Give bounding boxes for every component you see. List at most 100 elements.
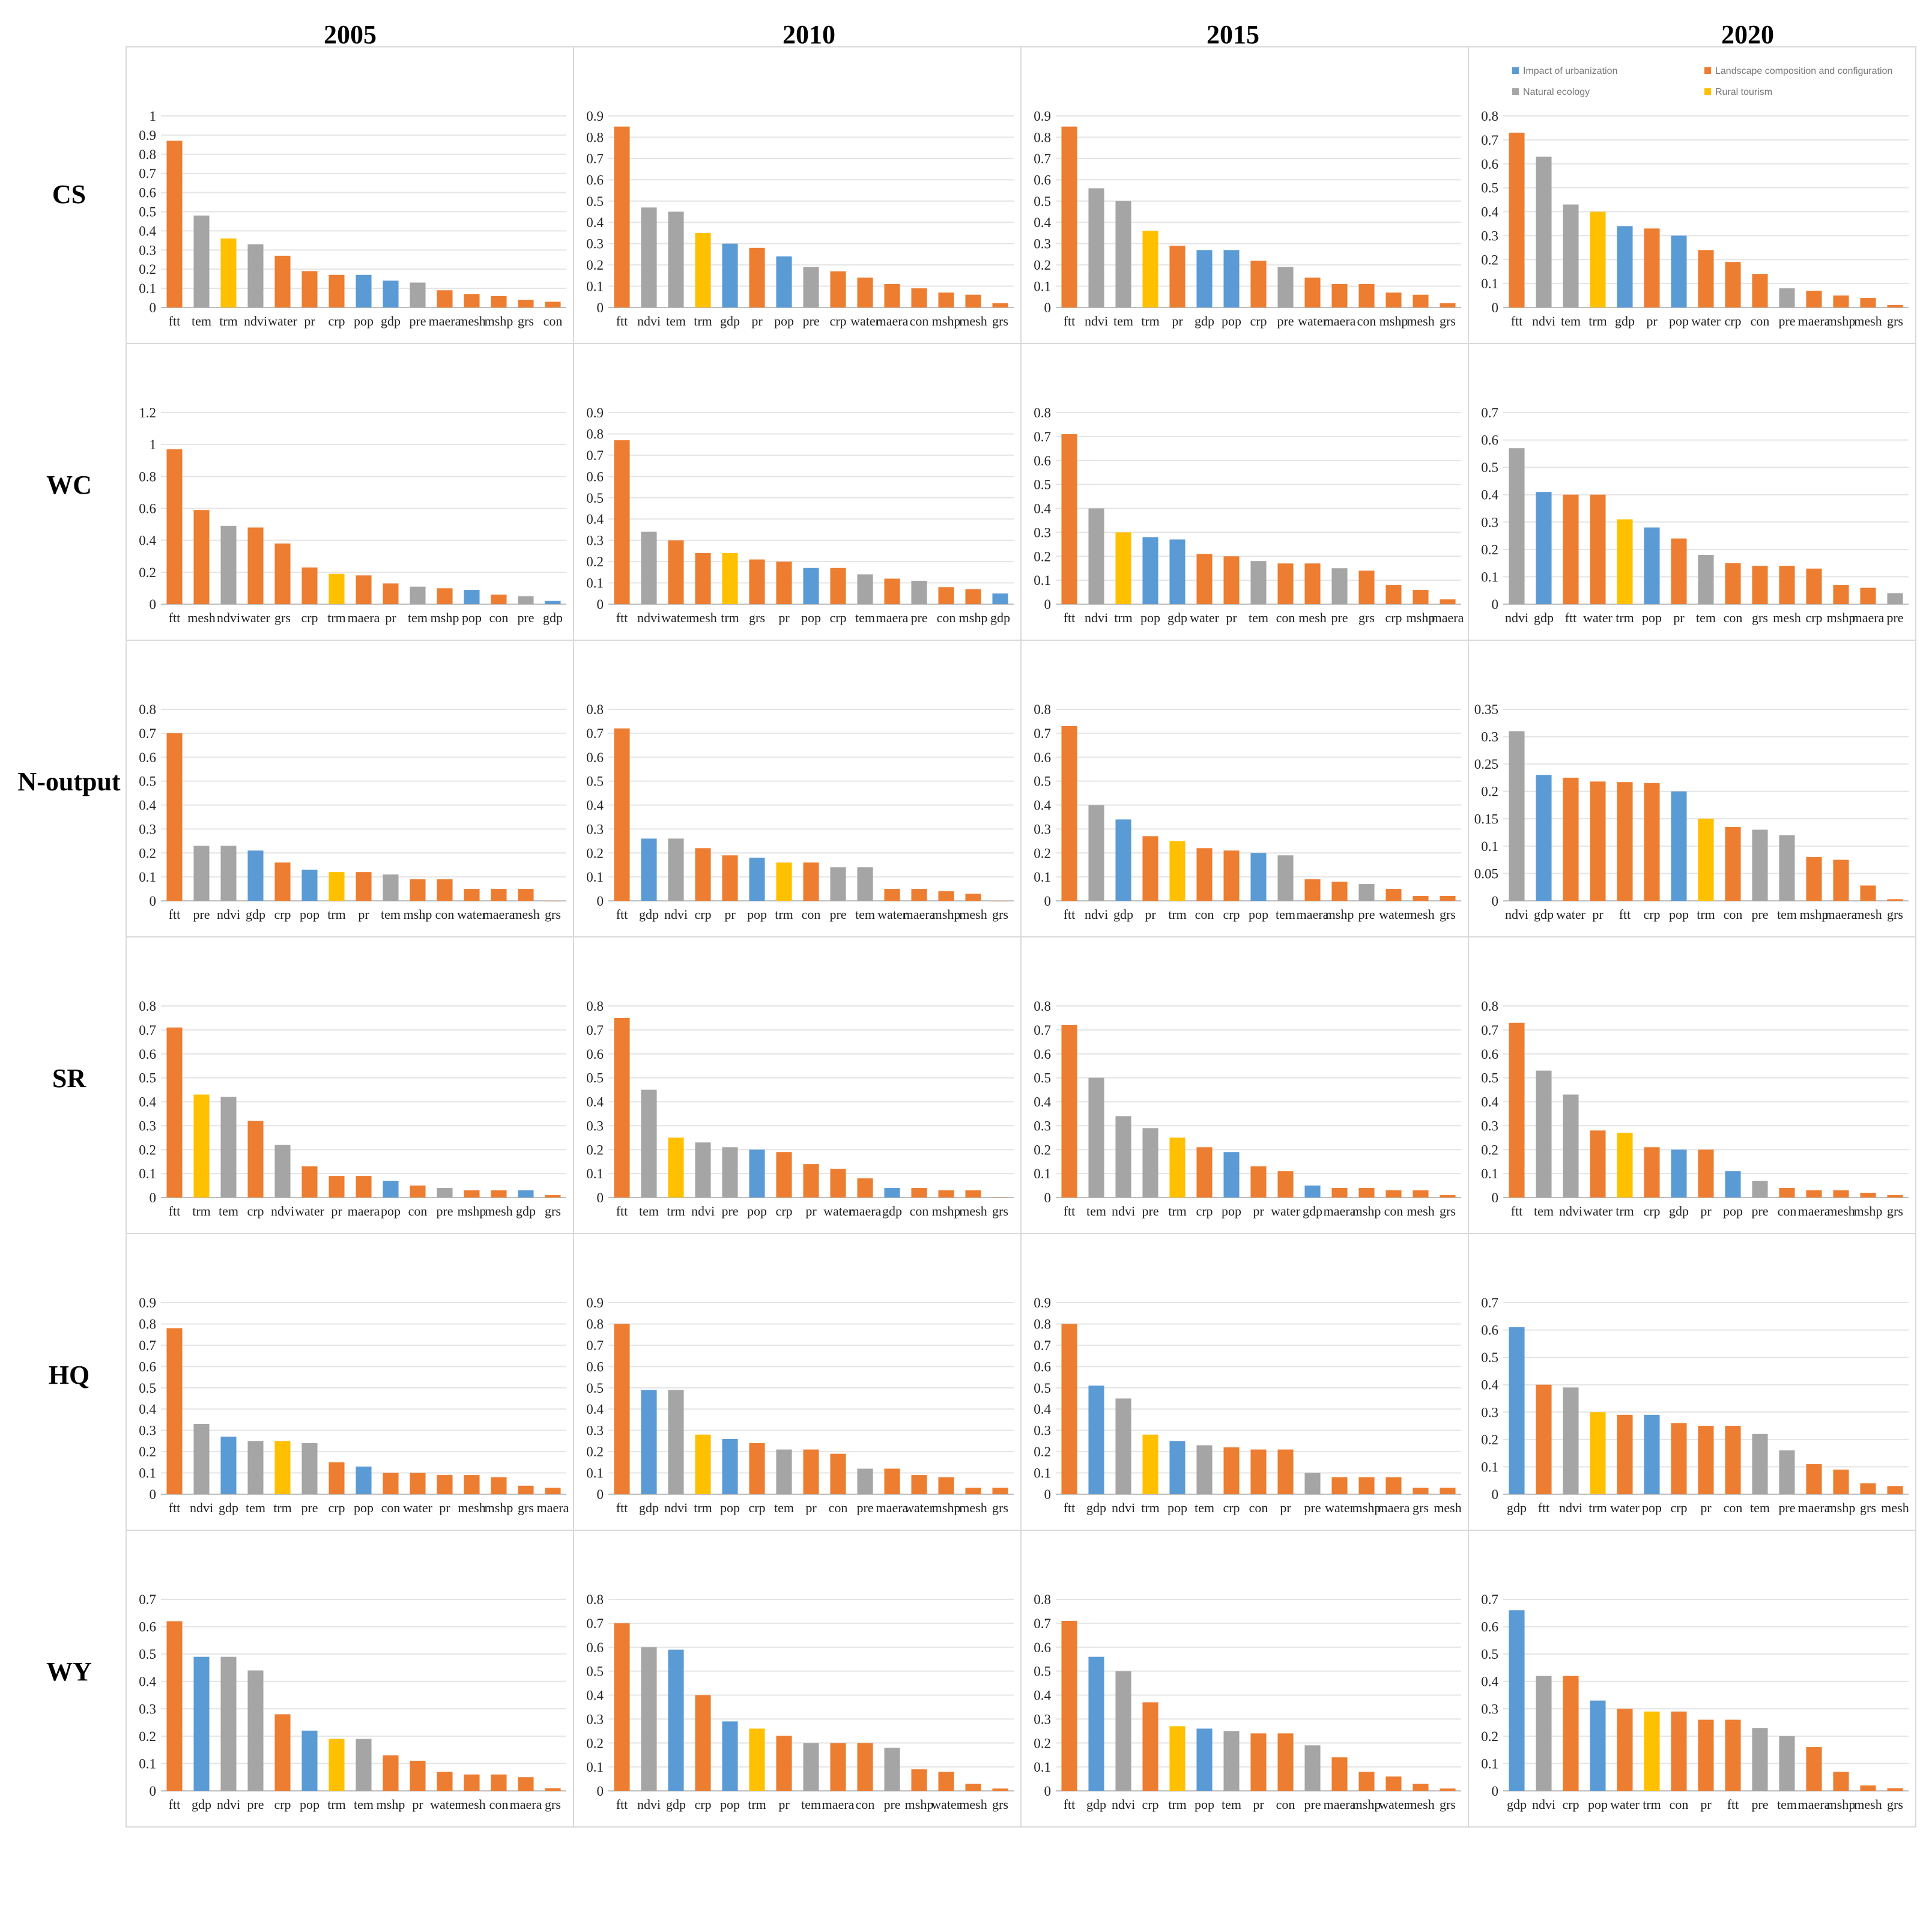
x-tick-label: gdp: [882, 1204, 902, 1219]
y-tick-label: 0.4: [1481, 205, 1498, 220]
bar-con: [491, 595, 507, 604]
y-tick-label: 0.6: [139, 1359, 156, 1374]
bar-maera: [356, 575, 372, 604]
x-tick-label: trm: [667, 1204, 685, 1219]
x-tick-label: mesh: [959, 1797, 987, 1812]
bar-mesh: [491, 1190, 507, 1198]
y-tick-label: 0.6: [139, 750, 156, 765]
bar-ftt: [166, 141, 183, 307]
legend-item-impact-of-urbanization: Impact of urbanization: [1512, 66, 1617, 76]
x-tick-label: trm: [327, 1797, 346, 1812]
panel-hq-2015: 0 0.1 0.2 0.3 0.4 0.5 0.6 0.7 0.8 0.9 ftt gdp ndvi tr…: [1020, 1233, 1469, 1531]
x-tick-label: con: [1276, 610, 1295, 625]
bar-ftt: [1509, 1022, 1525, 1198]
x-tick-label: tem: [1113, 313, 1133, 329]
bar-maera: [1806, 291, 1822, 307]
bar-pre: [1304, 1473, 1321, 1494]
legend-item-natural-ecology: Natural ecology: [1512, 87, 1590, 97]
x-tick-label: maera: [876, 313, 909, 329]
x-tick-label: pre: [1886, 610, 1903, 625]
y-tick-label: 0.5: [139, 774, 156, 789]
y-tick-label: 0.4: [1034, 501, 1051, 516]
bar-mshp: [1860, 1193, 1876, 1198]
x-tick-label: water: [430, 1797, 460, 1812]
x-tick-label: water: [877, 907, 907, 922]
bar-pre: [247, 1670, 264, 1791]
x-tick-label: trm: [1168, 1204, 1187, 1219]
bar-ndvi: [220, 846, 237, 901]
y-tick-label: 0.3: [586, 1712, 604, 1727]
bar-pre: [830, 867, 846, 901]
x-tick-label: maera: [1798, 313, 1831, 329]
x-tick-label: water: [295, 1204, 325, 1219]
bar-mesh: [464, 1475, 480, 1494]
bar-pr: [722, 855, 738, 901]
bar-maera: [1806, 1747, 1822, 1791]
bar-gdp: [1304, 1186, 1321, 1198]
y-tick-label: 0.6: [139, 501, 156, 516]
x-tick-label: con: [489, 1797, 509, 1812]
y-tick-label: 0.1: [1034, 870, 1051, 885]
x-tick-label: ndvi: [1085, 610, 1108, 625]
panel-sr-2005: 0 0.1 0.2 0.3 0.4 0.5 0.6 0.7 0.8 ftt trm tem crp ndv…: [126, 936, 574, 1234]
x-tick-label: ftt: [169, 1500, 181, 1515]
bar-ndvi: [641, 1647, 657, 1791]
x-tick-label: crp: [694, 1797, 711, 1812]
bar-maera: [1833, 859, 1849, 901]
bar-gdp: [884, 1188, 900, 1198]
bar-ndvi: [1115, 1671, 1131, 1791]
bar-mshp: [1358, 1188, 1375, 1198]
y-tick-label: 0.6: [1034, 172, 1051, 187]
legend-item-landscape-composition-and-configuration: Landscape composition and configuration: [1704, 66, 1892, 76]
x-tick-label: mesh: [959, 1204, 987, 1219]
bar-ftt: [614, 728, 630, 901]
x-tick-label: crp: [247, 1204, 264, 1219]
x-tick-label: mshp: [1800, 907, 1829, 922]
x-tick-label: ndvi: [1532, 313, 1555, 329]
y-tick-label: 0.2: [139, 1729, 156, 1744]
x-tick-label: grs: [1413, 1500, 1429, 1515]
y-tick-label: 0.7: [1034, 726, 1051, 741]
bar-pre: [193, 846, 210, 901]
bar-mshp: [1833, 1772, 1849, 1791]
bar-mshp: [1833, 585, 1849, 604]
bar-grs: [274, 543, 291, 604]
x-tick-label: trm: [1588, 313, 1607, 329]
bar-grs: [545, 1195, 561, 1198]
x-tick-label: mesh: [689, 610, 716, 625]
legend-label: Rural tourism: [1715, 87, 1772, 97]
bar-grs: [1440, 896, 1456, 901]
y-tick-label: 0.7: [1481, 405, 1498, 420]
x-tick-label: maera: [1432, 610, 1464, 625]
bar-pr: [1142, 836, 1158, 901]
x-tick-label: water: [904, 1500, 934, 1515]
x-tick-label: maera: [822, 1797, 855, 1812]
bar-pre: [1752, 1181, 1768, 1198]
y-tick-label: 0.1: [1034, 279, 1051, 294]
x-tick-label: trm: [748, 1797, 766, 1812]
y-tick-label: 0.3: [139, 243, 156, 258]
x-tick-label: grs: [992, 1204, 1008, 1219]
x-tick-label: pop: [747, 907, 767, 922]
x-tick-label: ndvi: [190, 1500, 213, 1515]
bar-pre: [437, 1188, 453, 1198]
bar-trm: [1698, 819, 1714, 901]
x-tick-label: tem: [381, 907, 401, 922]
bar-pre: [410, 282, 426, 307]
x-tick-label: grs: [518, 313, 534, 329]
bar-con: [938, 587, 954, 604]
bar-con: [803, 862, 819, 901]
x-tick-label: water: [1583, 1204, 1613, 1219]
y-tick-label: 0: [597, 894, 604, 909]
x-tick-label: ndvi: [1559, 1500, 1582, 1515]
x-tick-label: mshp: [932, 907, 961, 922]
y-tick-label: 0.2: [1034, 1142, 1051, 1157]
x-tick-label: crp: [328, 1500, 345, 1515]
x-tick-label: ftt: [616, 1797, 628, 1812]
x-tick-label: trm: [1168, 907, 1187, 922]
x-tick-label: pr: [1700, 1797, 1712, 1812]
y-tick-label: 0.4: [1034, 1095, 1051, 1110]
x-tick-label: maera: [348, 1204, 380, 1219]
y-tick-label: 0.7: [1034, 429, 1051, 444]
x-tick-label: mesh: [959, 1500, 987, 1515]
